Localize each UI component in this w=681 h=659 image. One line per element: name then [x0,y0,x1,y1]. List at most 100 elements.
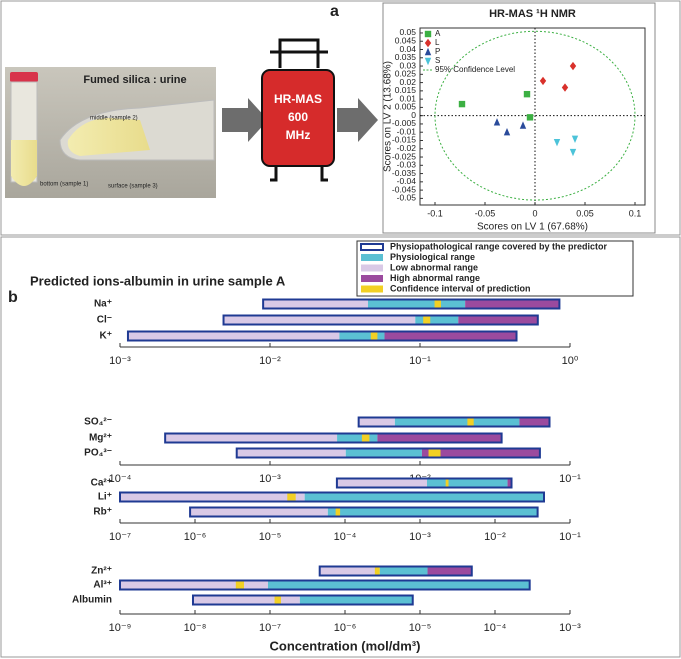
panel-a-frame [0,0,681,236]
confidence-interval [274,595,281,605]
predictor-range [262,298,561,310]
photo-title: Fumed silica : urine [83,74,186,86]
legend-marker [424,47,432,56]
predictor-range [191,594,414,606]
plot-frame [419,27,646,206]
physiological-range [299,595,413,605]
x-tick-label: 10⁻⁸ [184,622,207,634]
legend-marker [424,38,432,48]
x-tick-label: 10⁻⁷ [259,622,281,634]
y-tick-label: -0.005 [392,118,416,128]
x-tick-label: 10⁻⁵ [259,531,282,543]
chart-title: HR-MAS ¹H NMR [489,8,576,20]
physiological-range [415,315,459,325]
instrument [270,38,328,182]
x-tick-label: 10⁻² [484,531,506,543]
y-tick-label: 0.015 [395,85,417,95]
x-tick-label: 10⁻³ [259,473,281,485]
legend-label: High abnormal range [390,273,480,283]
legend-swatch [361,275,383,282]
confidence-interval [361,433,370,443]
low-abnormal-range [127,331,340,341]
y-tick-label: 0.045 [395,35,417,45]
x-tick-label: -0.1 [427,208,443,218]
high-abnormal-range [458,315,538,325]
row-label: Li⁺ [98,492,112,503]
y-tick-label: -0.03 [397,160,417,170]
predictor-range [119,579,531,591]
low-abnormal-range [236,448,346,458]
y-tick-label: -0.04 [397,176,417,186]
legend-swatch [361,264,383,272]
high-abnormal-range [519,417,550,427]
high-abnormal-range [427,566,472,576]
physiological-range [337,433,378,443]
x-tick-label: 10⁰ [562,355,579,367]
confidence-interval [428,448,441,458]
photo-label: middle (sample 2) [90,116,138,122]
instrument-text: MHz [286,128,311,142]
low-abnormal-range [190,507,328,517]
row-label: Cl⁻ [97,315,112,326]
low-abnormal-range [223,315,416,325]
legend-label: Physiological range [390,252,475,262]
scatter-frame [382,2,656,234]
y-tick-label: -0.035 [392,168,416,178]
marker [519,121,527,129]
instrument-box [261,69,335,167]
row-label: Na⁺ [94,299,112,310]
x-tick-label: 10⁻³ [559,622,581,634]
confidence-interval [445,478,449,488]
panel-label: b [8,289,18,306]
x-tick-label: -0.05 [475,208,496,218]
predictor-range [357,416,551,428]
predictor-range [126,330,518,342]
physiological-range [427,478,508,488]
legend-frame [356,240,634,297]
physiological-range [327,507,538,517]
x-tick-label: 10⁻⁶ [334,622,357,634]
x-tick-label: 10⁻² [259,355,281,367]
y-tick-label: -0.025 [392,151,416,161]
low-abnormal-range [192,595,300,605]
y-tick-label: -0.05 [397,193,417,203]
confidence-interval [235,580,244,590]
confidence-interval [335,507,341,517]
confidence-interval [287,492,296,502]
x-axis-label: Scores on LV 1 (67.68%) [477,222,588,233]
physiological-range [345,448,422,458]
marker [553,138,561,147]
x-tick-label: 10⁻³ [409,531,431,543]
x-tick-label: 10⁻¹ [409,355,431,367]
x-tick-label: 10⁻⁹ [109,622,132,634]
legend-marker [424,57,432,66]
x-tick-label: 10⁻¹ [559,473,581,485]
legend-label: 95% Confidence Level [435,65,515,74]
physiological-range [339,331,385,341]
confidence-interval [467,417,474,427]
predictor-range [222,314,539,326]
physiological-range [304,492,544,502]
confidence-interval [374,566,380,576]
arrow [337,98,378,142]
row-label: Ca²⁺ [91,478,112,489]
low-abnormal-range [263,299,368,309]
y-tick-label: 0.01 [399,93,416,103]
row-label: Rb⁺ [93,507,112,518]
marker [571,135,579,144]
x-tick-label: 0 [532,208,537,218]
high-abnormal-range [421,448,540,458]
high-abnormal-range [507,478,512,488]
x-tick-label: 0.05 [576,208,594,218]
x-tick-label: 10⁻⁵ [409,622,432,634]
row-label: Zn²⁺ [91,566,112,577]
x-tick-label: 10⁻⁴ [334,531,357,543]
predictor-range [318,565,473,577]
legend-label: Physiopathological range covered by the … [390,241,608,251]
row-label: SO₄²⁻ [84,417,112,428]
marker [493,118,501,126]
legend-label: S [435,56,440,65]
row-label: Al³⁺ [93,580,112,591]
high-abnormal-range [384,331,517,341]
x-tick-label: 10⁻¹ [559,531,581,543]
